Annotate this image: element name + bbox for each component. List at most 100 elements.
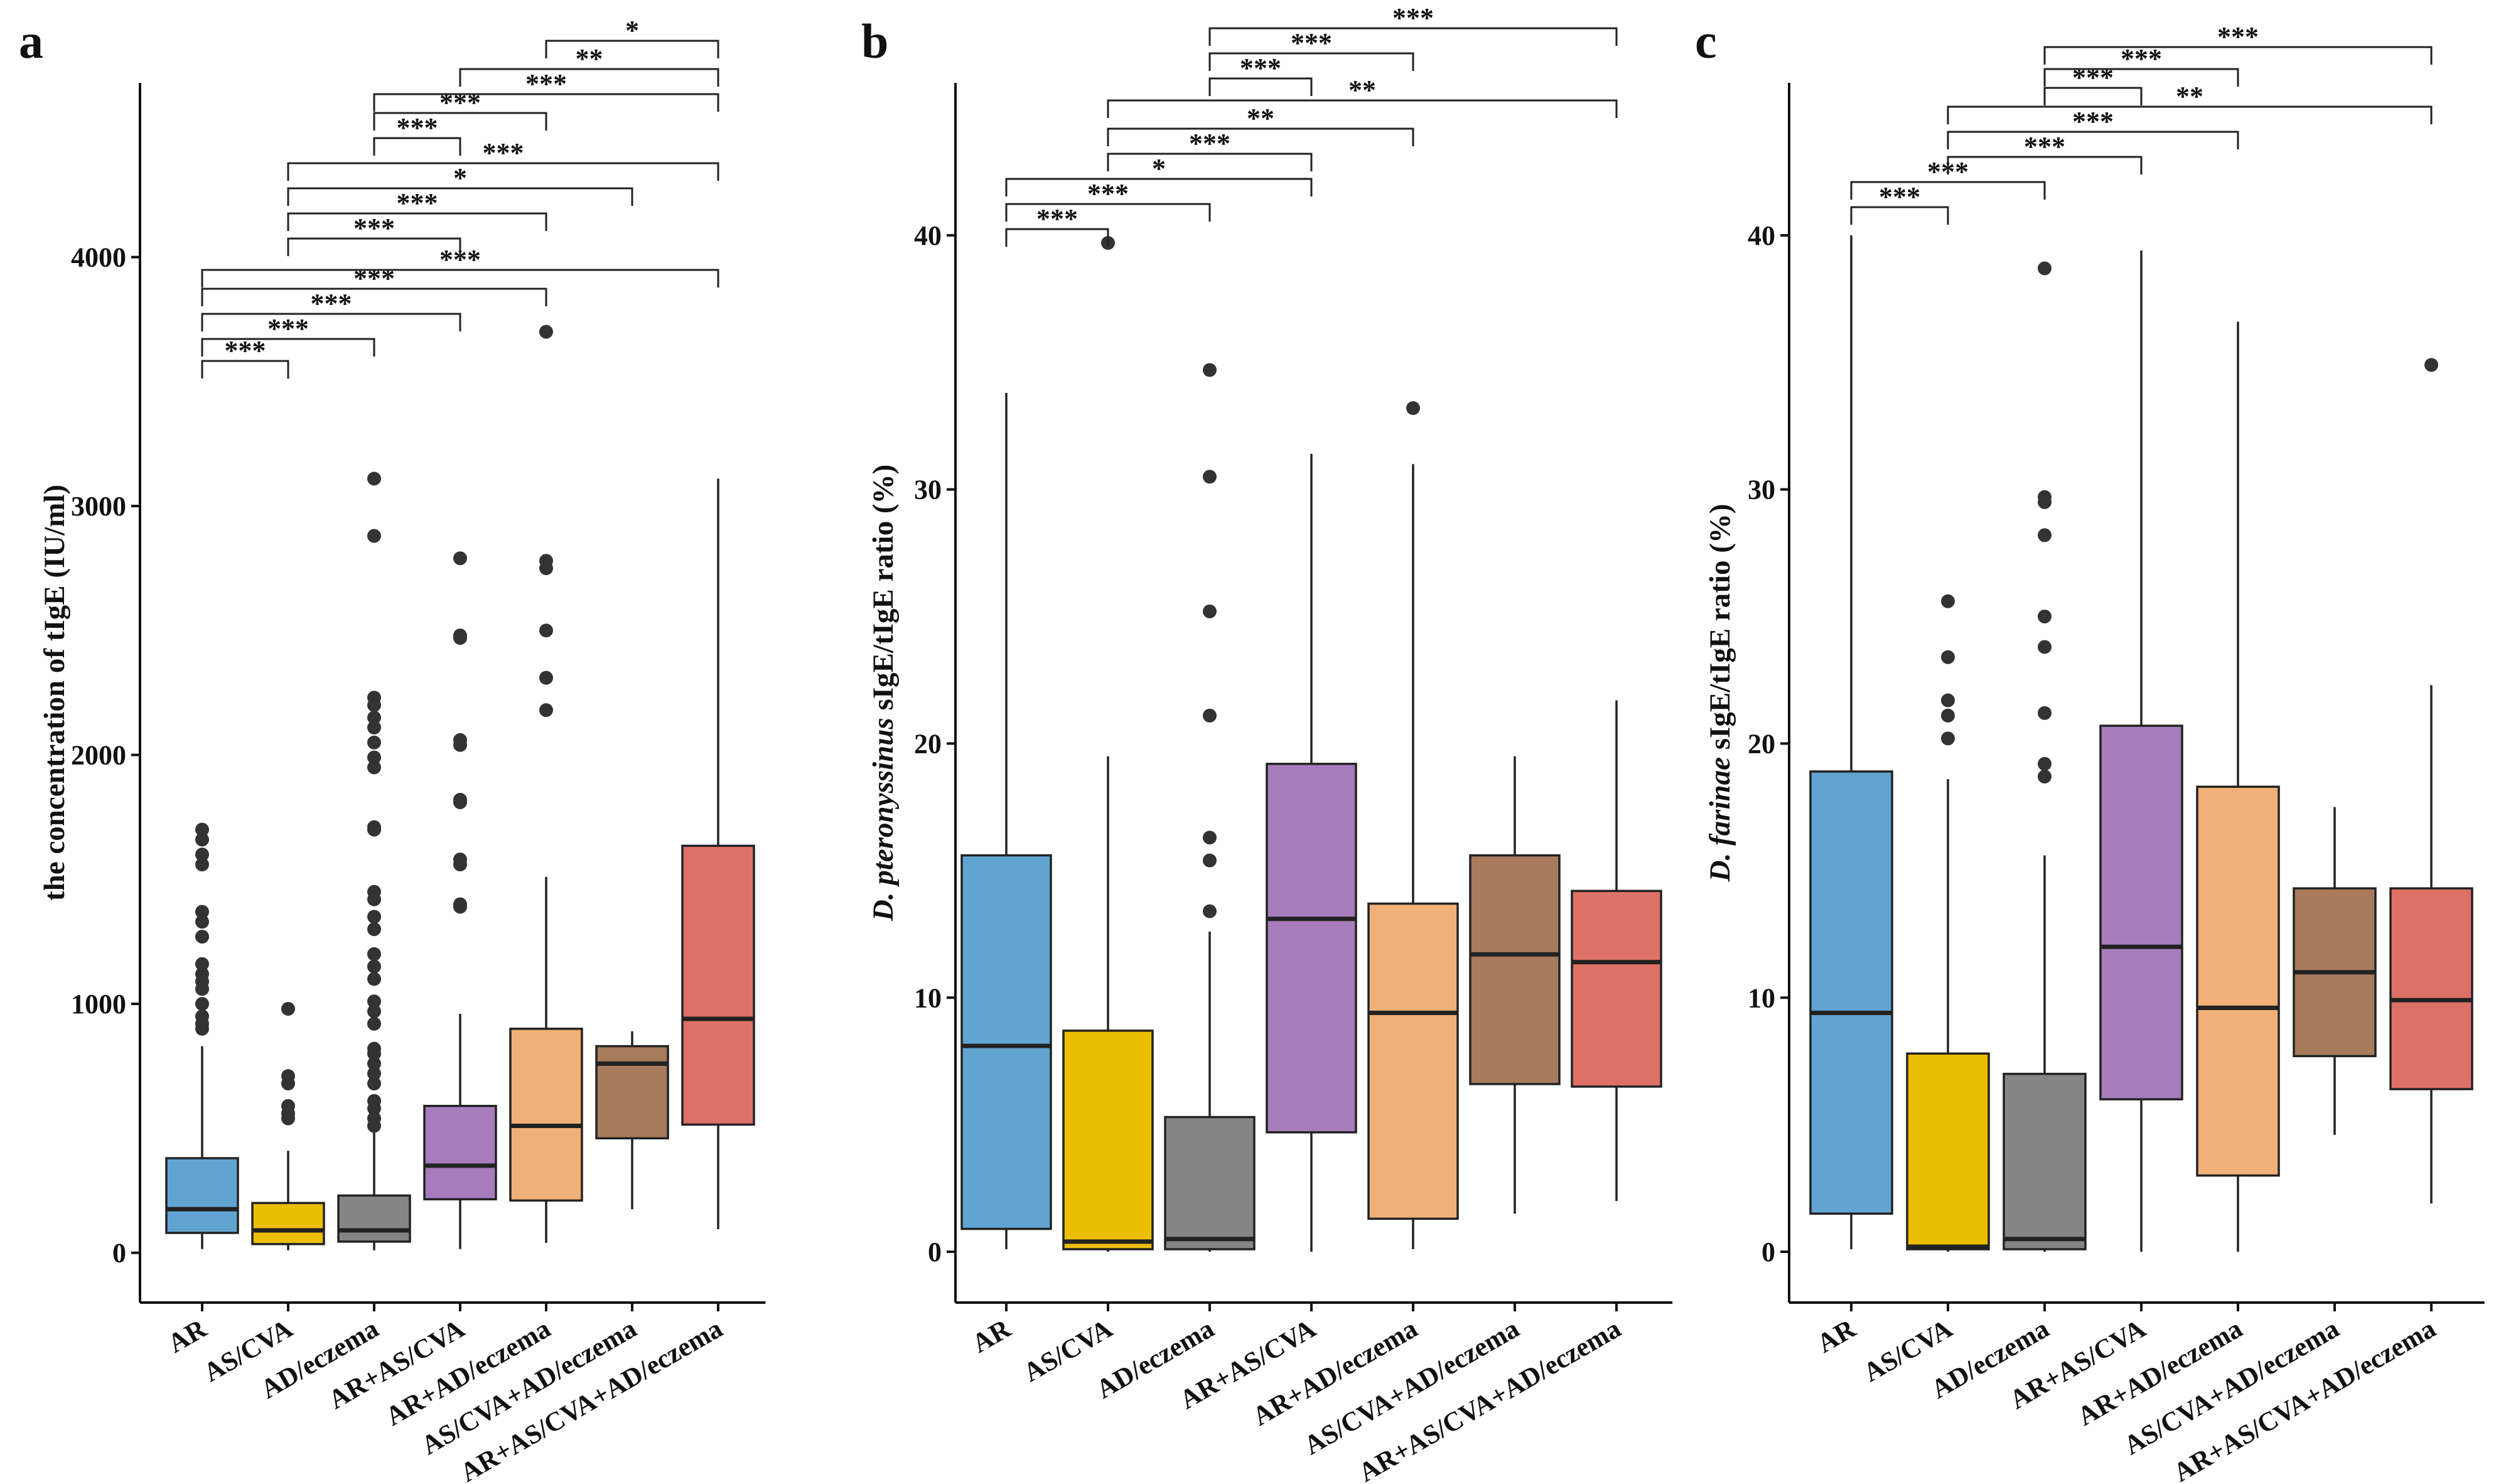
outlier-point (281, 1111, 295, 1126)
iqr-box (2196, 785, 2280, 1177)
outlier-point (367, 892, 381, 906)
outlier-point (2038, 706, 2052, 720)
box-1 (165, 822, 239, 1249)
bracket-line (287, 212, 547, 231)
outlier-point (367, 529, 381, 543)
y-tick-label: 40 (1748, 220, 1775, 251)
outlier-point (195, 982, 209, 996)
significance-label: *** (353, 213, 395, 244)
bracket-line (2043, 68, 2239, 87)
significance-label: *** (525, 68, 567, 99)
box-1 (1809, 235, 1893, 1249)
iqr-box (595, 1045, 669, 1140)
iqr-box (337, 1194, 411, 1243)
outlier-point (195, 957, 209, 971)
outlier-point (367, 1004, 381, 1019)
y-tick-label: 30 (1748, 475, 1775, 505)
outlier-point (367, 1077, 381, 1091)
significance-label: *** (483, 137, 524, 168)
significance-label: *** (1087, 178, 1129, 209)
bracket-line (287, 162, 719, 181)
outlier-point (367, 959, 381, 974)
bracket-line (201, 269, 719, 288)
y-tick-label: 30 (914, 475, 942, 505)
bracket-line (1107, 99, 1618, 118)
y-axis-title-rest: sIgE/tIgE ratio (%) (867, 465, 900, 718)
outlier-point (195, 847, 209, 862)
box-2 (1906, 594, 1990, 1252)
bracket-line (545, 40, 719, 58)
outlier-point (2038, 495, 2052, 509)
significance-label: *** (353, 263, 395, 294)
box-2 (1062, 236, 1154, 1252)
bracket-line (1107, 153, 1313, 171)
significance-bracket: *** (201, 244, 719, 288)
outlier-point (453, 738, 467, 752)
outlier-point (367, 698, 381, 712)
significance-bracket: *** (1107, 128, 1313, 171)
box-7 (2389, 358, 2473, 1204)
y-tick-label: 20 (914, 728, 942, 759)
significance-label: *** (1240, 53, 1281, 83)
outlier-point (2038, 261, 2052, 276)
outlier-point (453, 551, 467, 566)
significance-bracket: *** (1005, 178, 1211, 222)
y-tick-label: 40 (914, 220, 942, 251)
box-3 (1164, 363, 1256, 1252)
box-7 (1571, 700, 1662, 1202)
significance-label: * (625, 15, 639, 46)
outlier-point (1203, 904, 1217, 918)
outlier-point (1203, 853, 1217, 868)
iqr-box (2099, 724, 2183, 1100)
box-4 (2099, 250, 2183, 1252)
bracket-line (1107, 127, 1414, 146)
outlier-point (367, 721, 381, 735)
outlier-point (195, 822, 209, 837)
bracket-line (1947, 156, 2143, 175)
iqr-box (1266, 763, 1357, 1134)
significance-label: *** (1036, 203, 1078, 234)
significance-bracket: *** (201, 335, 289, 379)
iqr-box (1164, 1116, 1256, 1250)
box-4 (1266, 453, 1357, 1252)
significance-label: *** (225, 335, 266, 366)
box-5 (2196, 321, 2280, 1252)
outlier-point (367, 1016, 381, 1031)
significance-bracket: *** (373, 68, 719, 112)
iqr-box (2389, 887, 2473, 1090)
box-4 (423, 551, 497, 1249)
outlier-point (367, 750, 381, 765)
significance-bracket: ** (459, 43, 719, 87)
significance-bracket: *** (1850, 181, 1949, 225)
significance-bracket: *** (1208, 28, 1414, 71)
bracket-line (1850, 206, 1949, 225)
outlier-point (281, 1002, 295, 1016)
x-tick-label: AR (967, 1313, 1016, 1358)
significance-bracket: *** (201, 313, 375, 357)
significance-label: ** (2176, 81, 2203, 112)
bracket-line (373, 93, 719, 112)
outlier-point (367, 1046, 381, 1061)
significance-bracket: *** (201, 263, 547, 306)
bracket-line (1005, 178, 1313, 196)
iqr-box (2003, 1072, 2087, 1250)
outlier-point (195, 997, 209, 1011)
outlier-point (367, 1101, 381, 1116)
outlier-point (453, 631, 467, 645)
significance-label: ** (576, 43, 603, 74)
iqr-box (1906, 1052, 1990, 1250)
outlier-point (539, 325, 553, 339)
bracket-line (2043, 87, 2143, 105)
panel-letter: b (861, 14, 888, 68)
iqr-box (251, 1202, 325, 1245)
significance-bracket: *** (373, 112, 461, 156)
iqr-box (165, 1157, 239, 1234)
y-axis-title: the concentration of tIgE (IU/ml) (38, 485, 71, 901)
significance-bracket: *** (373, 87, 547, 131)
significance-bracket: * (1005, 153, 1313, 196)
outlier-point (367, 1119, 381, 1133)
y-axis-title-species: D. farinae (1704, 757, 1736, 882)
bracket-line (1208, 52, 1414, 71)
significance-label: *** (2121, 43, 2162, 74)
